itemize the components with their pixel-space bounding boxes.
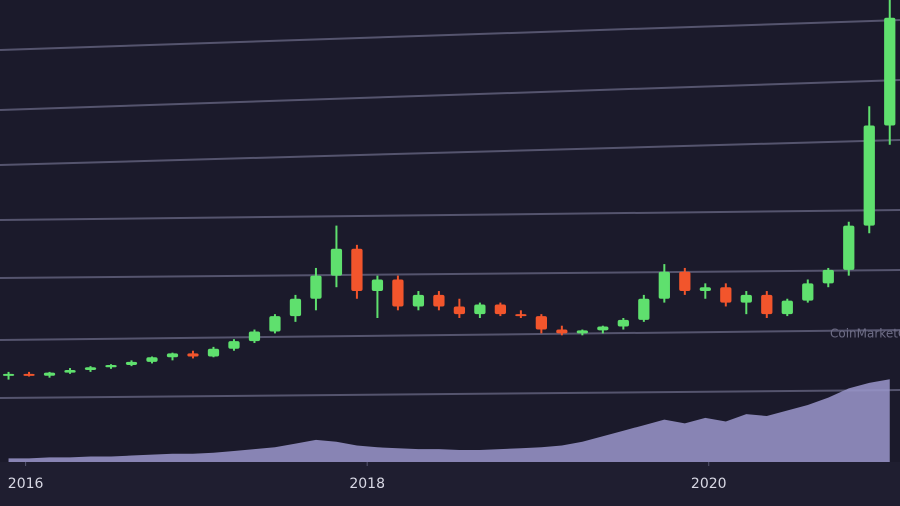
candle-body — [207, 348, 220, 357]
candle-body — [556, 329, 568, 334]
candle-body — [43, 372, 56, 376]
candle-body — [679, 271, 691, 292]
x-axis: 2016 2018 2020 — [8, 462, 727, 492]
x-tick-label: 2020 — [691, 476, 727, 492]
grid-line — [0, 269, 900, 279]
candle-body — [494, 304, 507, 315]
x-tick-label: 2018 — [349, 476, 385, 492]
x-tick-label: 2016 — [8, 476, 44, 492]
grid-line — [0, 139, 900, 166]
candle-body — [269, 316, 281, 332]
candle-body — [310, 275, 322, 299]
candles — [2, 0, 896, 380]
candle-body — [371, 279, 384, 292]
candle-body — [351, 248, 363, 292]
candle-body — [412, 294, 425, 307]
candle-body — [658, 271, 670, 299]
candle-body — [638, 298, 650, 320]
candle-body — [125, 361, 138, 365]
candle-body — [146, 357, 158, 362]
candle-body — [597, 326, 609, 331]
grid-line — [0, 389, 900, 399]
candle-body — [2, 373, 15, 376]
candle-body — [843, 225, 855, 270]
candle-body — [535, 316, 548, 330]
candle-body — [740, 294, 752, 303]
grid-line — [0, 79, 900, 111]
candle-body — [761, 294, 773, 315]
candle-body — [23, 373, 35, 376]
grid — [0, 19, 900, 399]
grid-line — [0, 19, 900, 51]
candle-body — [699, 287, 711, 292]
candle-body — [576, 330, 588, 334]
candle-body — [84, 367, 97, 370]
candle-body — [474, 304, 486, 315]
candle-body — [617, 319, 629, 327]
candle-body — [105, 364, 117, 368]
axis-band — [0, 462, 900, 506]
grid-line — [0, 329, 900, 341]
candle-body — [228, 341, 240, 349]
candle-body — [863, 125, 875, 226]
candle-body — [802, 283, 814, 301]
candle-body — [515, 314, 527, 317]
candle-body — [248, 331, 261, 342]
watermark: CoinMarketCap — [830, 327, 900, 341]
candle-body — [289, 298, 302, 317]
candle-body — [166, 353, 179, 358]
candle-body — [187, 353, 199, 357]
volume — [0, 379, 900, 506]
candle-body — [720, 287, 732, 303]
candle-body — [453, 306, 466, 315]
candle-body — [822, 269, 834, 284]
candle-body — [433, 294, 445, 307]
candle-body — [392, 279, 404, 307]
volume-area — [8, 379, 890, 462]
candle-body — [781, 300, 793, 315]
grid-line — [0, 209, 900, 221]
candle-body — [330, 248, 343, 276]
candle-body — [64, 369, 76, 373]
candle-body — [884, 17, 896, 126]
